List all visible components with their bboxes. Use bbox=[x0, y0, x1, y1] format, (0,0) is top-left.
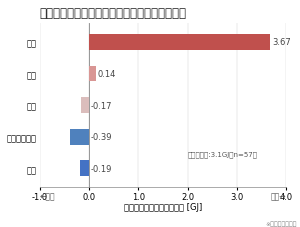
Text: ※電力は一次換算: ※電力は一次換算 bbox=[266, 220, 297, 226]
Text: -0.19: -0.19 bbox=[91, 164, 112, 173]
Bar bbox=[89, 66, 96, 82]
Text: 0.14: 0.14 bbox=[98, 70, 116, 79]
Bar bbox=[70, 129, 89, 145]
Bar bbox=[81, 98, 89, 114]
Text: ←増加: ←増加 bbox=[40, 191, 55, 200]
Bar bbox=[80, 161, 89, 177]
Text: 平均削減量:3.1GJ（n=57）: 平均削減量:3.1GJ（n=57） bbox=[188, 151, 258, 158]
Text: 3.67: 3.67 bbox=[272, 38, 291, 47]
Text: 削減→: 削減→ bbox=[271, 191, 286, 200]
Text: -0.39: -0.39 bbox=[91, 133, 112, 142]
Text: 対前年の用途別年間エネルギー消費削減量平均: 対前年の用途別年間エネルギー消費削減量平均 bbox=[40, 7, 187, 20]
Text: -0.17: -0.17 bbox=[91, 101, 112, 110]
X-axis label: 年間エネルギー消費削減量 [GJ]: 年間エネルギー消費削減量 [GJ] bbox=[124, 202, 202, 211]
Bar bbox=[89, 35, 270, 51]
